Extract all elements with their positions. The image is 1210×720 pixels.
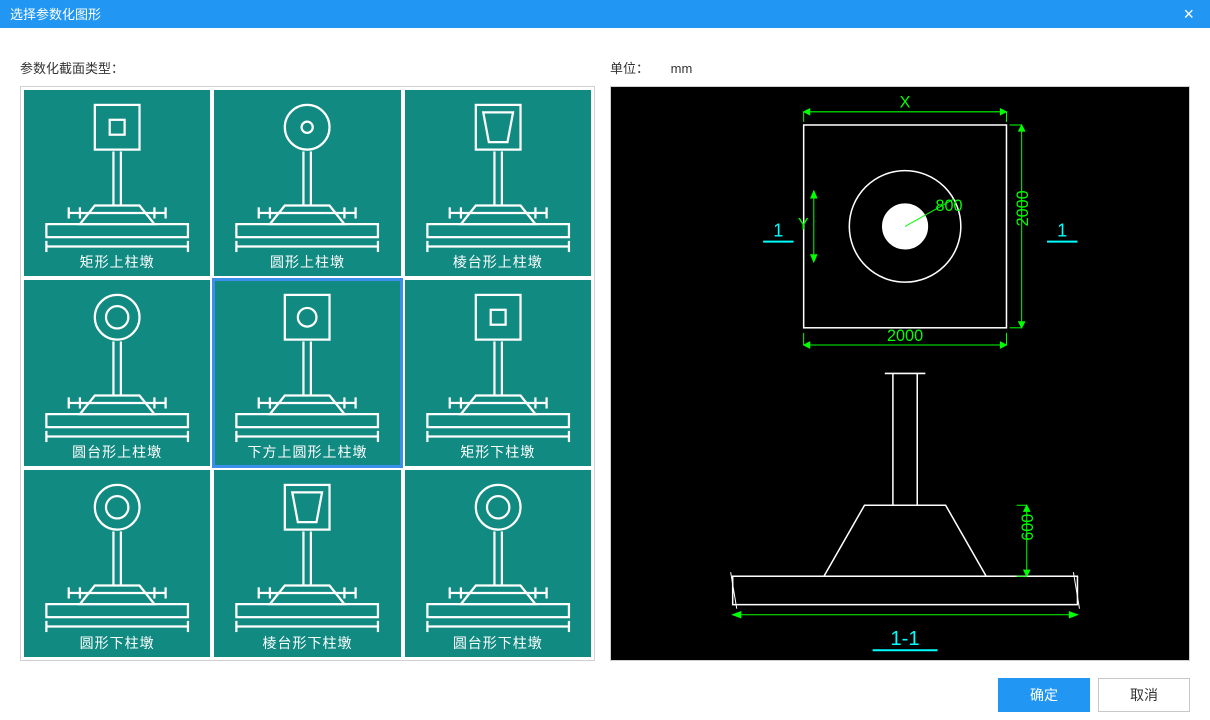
- unit-value: mm: [671, 61, 693, 76]
- svg-text:X: X: [900, 93, 911, 111]
- shape-option-label: 下方上圆形上柱墩: [247, 442, 367, 466]
- svg-text:Y: Y: [798, 215, 809, 233]
- shape-option-frustum-bottom[interactable]: 棱台形下柱墩: [214, 470, 400, 656]
- shape-option-circle-bottom[interactable]: 圆形下柱墩: [24, 470, 210, 656]
- shape-option-square-circle-top[interactable]: 下方上圆形上柱墩: [214, 280, 400, 466]
- svg-text:1: 1: [1057, 219, 1067, 240]
- section-type-label: 参数化截面类型：: [20, 58, 595, 76]
- ok-button[interactable]: 确定: [998, 678, 1090, 712]
- shape-option-label: 矩形上柱墩: [80, 252, 155, 276]
- unit-row: 单位： mm: [610, 58, 1190, 76]
- grid-wrapper: 矩形上柱墩 圆形上柱墩: [20, 86, 595, 661]
- shape-option-circle-top[interactable]: 圆形上柱墩: [214, 90, 400, 276]
- shape-option-label: 棱台形上柱墩: [453, 252, 543, 276]
- shape-option-label: 圆台形下柱墩: [453, 633, 543, 657]
- svg-text:1: 1: [773, 219, 783, 240]
- svg-text:2000: 2000: [1014, 190, 1032, 226]
- svg-text:2000: 2000: [887, 327, 923, 345]
- shape-option-frustum-top[interactable]: 棱台形上柱墩: [405, 90, 591, 276]
- shape-option-label: 圆形下柱墩: [80, 633, 155, 657]
- close-icon[interactable]: ×: [1177, 5, 1200, 23]
- shape-option-label: 棱台形下柱墩: [262, 633, 352, 657]
- content-area: 参数化截面类型： 矩形上柱墩: [0, 28, 1210, 671]
- shape-option-label: 圆形上柱墩: [270, 252, 345, 276]
- svg-text:1-1: 1-1: [890, 628, 919, 650]
- shape-option-cone-top[interactable]: 圆台形上柱墩: [24, 280, 210, 466]
- svg-text:800: 800: [935, 197, 962, 215]
- shape-option-label: 矩形下柱墩: [460, 442, 535, 466]
- shape-option-rect-top[interactable]: 矩形上柱墩: [24, 90, 210, 276]
- shape-option-label: 圆台形上柱墩: [72, 442, 162, 466]
- preview-panel: X 2000 2000 Y 800 1 1: [610, 86, 1190, 661]
- shape-option-rect-bottom[interactable]: 矩形下柱墩: [405, 280, 591, 466]
- left-column: 参数化截面类型： 矩形上柱墩: [20, 58, 595, 661]
- shape-option-cone-bottom[interactable]: 圆台形下柱墩: [405, 470, 591, 656]
- dialog-window: 选择参数化图形 × 参数化截面类型： 矩形上柱墩: [0, 0, 1210, 720]
- cancel-button[interactable]: 取消: [1098, 678, 1190, 712]
- right-column: 单位： mm X 2000: [610, 58, 1190, 661]
- footer: 确定 取消: [0, 671, 1210, 720]
- title-text: 选择参数化图形: [10, 4, 101, 23]
- titlebar: 选择参数化图形 ×: [0, 0, 1210, 28]
- shape-grid: 矩形上柱墩 圆形上柱墩: [24, 90, 591, 657]
- svg-text:600: 600: [1019, 513, 1037, 540]
- unit-label: 单位：: [610, 61, 649, 76]
